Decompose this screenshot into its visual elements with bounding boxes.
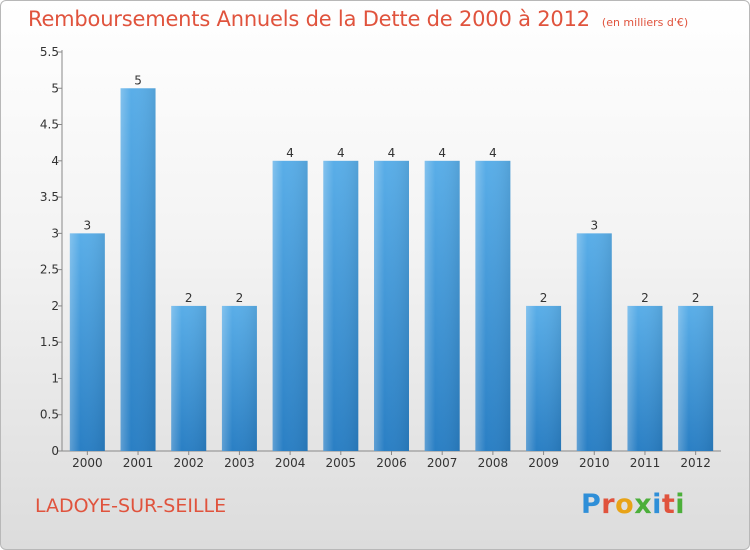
logo-letter: x (634, 489, 653, 520)
x-tick-label: 2009 (528, 456, 559, 470)
bar-value-label: 5 (134, 73, 142, 87)
x-tick-label: 2005 (326, 456, 357, 470)
logo-letter: r (601, 489, 616, 520)
x-tick-label: 2010 (579, 456, 610, 470)
x-tick-label: 2006 (376, 456, 407, 470)
bar-shade (323, 160, 359, 451)
bar-shade (526, 305, 562, 451)
x-tick-label: 2000 (72, 456, 103, 470)
bar-shade (272, 160, 308, 451)
bar-value-label: 3 (590, 218, 598, 232)
bar-value-label: 4 (337, 146, 345, 160)
bar-shade (475, 160, 511, 451)
logo-letter: o (615, 489, 635, 520)
bar-value-label: 4 (489, 146, 497, 160)
chart-title: Remboursements Annuels de la Dette de 20… (28, 7, 590, 31)
bar-value-label: 2 (540, 291, 548, 305)
y-tick-label: 5.5 (40, 45, 59, 59)
logo-letter: i (652, 489, 662, 520)
x-tick-label: 2012 (680, 456, 711, 470)
bar-value-label: 2 (692, 291, 700, 305)
bar-shade (171, 305, 207, 451)
y-tick-label: 1.5 (40, 335, 59, 349)
y-tick-label: 0.5 (40, 408, 59, 422)
bar-shade (120, 88, 156, 451)
commune-name: LADOYE-SUR-SEILLE (35, 495, 227, 517)
bar-shade (69, 233, 105, 451)
y-tick-label: 3.5 (40, 190, 59, 204)
x-tick-label: 2011 (630, 456, 661, 470)
bar-shade (221, 305, 257, 451)
bar-shade (627, 305, 663, 451)
y-tick-label: 4.5 (40, 118, 59, 132)
logo-letter: i (675, 489, 686, 520)
unit-note: (en milliers d'€) (601, 16, 689, 29)
y-tick-label: 3 (51, 226, 59, 240)
bar-value-label: 4 (388, 146, 396, 160)
y-tick-label: 1 (51, 371, 59, 385)
y-tick-label: 0 (51, 444, 59, 458)
x-tick-label: 2002 (173, 456, 204, 470)
x-tick-label: 2004 (275, 456, 306, 470)
x-tick-label: 2008 (478, 456, 509, 470)
logo-letter: t (661, 489, 676, 520)
bar-shade (678, 305, 714, 451)
y-tick-label: 4 (51, 154, 59, 168)
bar-value-label: 2 (236, 291, 244, 305)
y-tick-label: 2.5 (40, 263, 59, 277)
bar-shade (374, 160, 409, 451)
bar-value-label: 3 (84, 218, 92, 232)
bar-value-label: 4 (438, 146, 446, 160)
x-tick-label: 2007 (427, 456, 458, 470)
proxiti-logo: Proxiti (581, 489, 685, 520)
bar-shade (424, 160, 460, 451)
x-tick-label: 2001 (123, 456, 154, 470)
bar-shade (576, 233, 612, 451)
logo-letter: P (581, 489, 602, 520)
y-tick-label: 5 (51, 81, 59, 95)
bar-value-label: 2 (641, 291, 649, 305)
bar-value-label: 2 (185, 291, 193, 305)
x-tick-label: 2003 (224, 456, 255, 470)
y-tick-label: 2 (51, 299, 59, 313)
chart-title-row: Remboursements Annuels de la Dette de 20… (28, 7, 688, 31)
bar-value-label: 4 (286, 146, 294, 160)
